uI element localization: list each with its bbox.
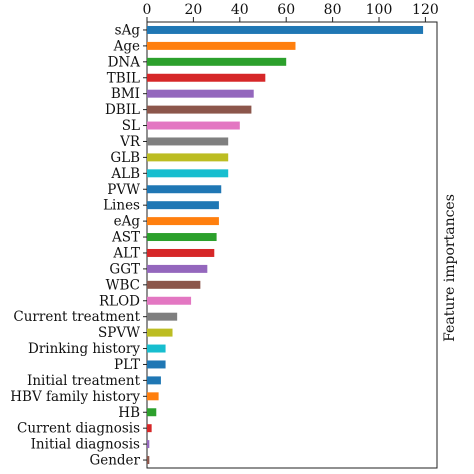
y-tick-label: TBIL [107, 70, 140, 86]
bar-ast [147, 233, 217, 242]
x-tick-label: 20 [184, 2, 202, 18]
y-tick-label: Current diagnosis [17, 421, 140, 437]
x-axis-ticks: 0 20 40 60 80 100 120 [143, 2, 439, 22]
y-tick-label: PVW [107, 182, 140, 198]
y-tick-label: GLB [110, 150, 140, 166]
bar-hbv-family-history [147, 392, 159, 401]
x-tick-label: 40 [231, 2, 249, 18]
y-tick-label: AST [111, 230, 140, 246]
y-tick-label: sAg [115, 22, 141, 38]
y-tick-label: HBV family history [10, 389, 140, 405]
bar-alb [147, 169, 229, 178]
bar-sl [147, 121, 240, 130]
y-tick-label: ALB [110, 166, 140, 182]
y-tick-label: Initial treatment [27, 373, 141, 389]
plot-area [146, 21, 438, 469]
bar-sag [147, 25, 424, 34]
bar-drinking-history [147, 344, 166, 353]
plot-frame [146, 21, 438, 469]
y-tick-label: BMI [111, 86, 140, 102]
x-tick-label: 80 [324, 2, 342, 18]
bar-ggt [147, 264, 208, 273]
y-tick-label: Lines [103, 198, 140, 214]
y-tick-label: PLT [114, 357, 140, 373]
y-tick-label: WBC [106, 277, 140, 293]
bar-dna [147, 57, 287, 66]
y-tick-label: DNA [108, 54, 141, 70]
bar-gender [147, 456, 150, 465]
bar-bmi [147, 89, 254, 98]
y-tick-label: eAg [114, 214, 141, 230]
bar-hb [147, 408, 157, 417]
y-tick-label: ALT [112, 245, 140, 261]
bar-pvw [147, 185, 222, 194]
bar-initial-treatment [147, 376, 161, 385]
bar-age [147, 41, 296, 50]
x-tick-label: 120 [412, 2, 439, 18]
bar-alt [147, 248, 215, 257]
bar-initial-diagnosis [147, 440, 150, 449]
category-labels: sAgAgeDNATBILBMIDBILSLVRGLBALBPVWLineseA… [10, 22, 147, 469]
bar-dbil [147, 105, 252, 114]
y-tick-label: SPVW [98, 325, 140, 341]
bar-eag [147, 217, 219, 226]
bar-current-treatment [147, 312, 178, 321]
bar-glb [147, 153, 229, 162]
y-tick-label: DBIL [105, 102, 140, 118]
y-tick-label: Drinking history [28, 341, 140, 357]
bar-plt [147, 360, 166, 369]
y-tick-label: HB [118, 405, 140, 421]
axis-label-feature-importances: Feature importances [442, 194, 458, 342]
bar-wbc [147, 280, 201, 289]
y-tick-label: GGT [109, 261, 140, 277]
x-tick-label: 100 [366, 2, 393, 18]
y-tick-label: Current treatment [13, 309, 140, 325]
y-tick-label: Gender [89, 453, 140, 469]
y-tick-label: RLOD [99, 293, 140, 309]
bar-rlod [147, 296, 192, 305]
y-tick-label: VR [119, 134, 141, 150]
bar-lines [147, 201, 219, 210]
x-tick-label: 0 [143, 2, 152, 18]
y-tick-label: Initial diagnosis [31, 437, 140, 453]
bar-series [147, 25, 424, 465]
bar-spvw [147, 328, 173, 337]
y-tick-label: Age [113, 38, 140, 54]
bar-tbil [147, 73, 266, 82]
x-tick-label: 60 [277, 2, 295, 18]
y-tick-label: SL [122, 118, 140, 134]
bar-vr [147, 137, 229, 146]
bar-current-diagnosis [147, 424, 152, 433]
